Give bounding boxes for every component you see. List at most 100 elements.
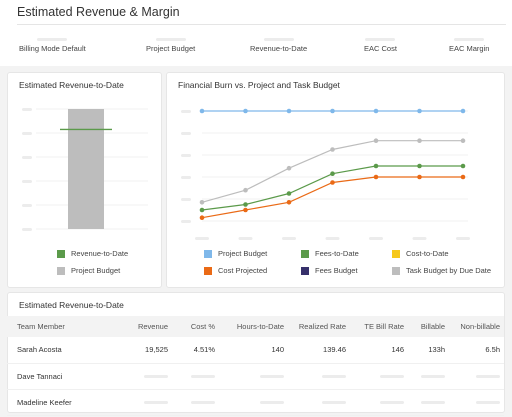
cell-placeholder: [219, 389, 288, 416]
value-placeholder: [476, 401, 500, 405]
value-placeholder: [144, 401, 168, 405]
point-project-budget: [330, 108, 335, 114]
y-tick-placeholder: [181, 110, 191, 113]
column-header-non-billable[interactable]: Non-billable: [449, 316, 504, 337]
revenue-card: Estimated Revenue-to-Date Revenue-to-Dat…: [7, 72, 162, 288]
point-cost-projected: [243, 207, 248, 213]
team-member-name: Sarah Acosta: [7, 337, 122, 364]
legend-label: Revenue-to-Date: [71, 249, 129, 258]
cell-billable: 133h: [408, 337, 449, 364]
x-tick-placeholder: [412, 237, 427, 240]
value-placeholder: [144, 375, 168, 379]
legend-label: Fees-to-Date: [315, 249, 359, 258]
point-cost-projected: [199, 215, 205, 220]
point-fees-to-date: [460, 163, 466, 169]
point-task-budget-by-due-date: [417, 138, 422, 143]
x-tick-placeholder: [456, 237, 470, 240]
x-tick-placeholder: [195, 237, 209, 240]
metric-eac-margin: EAC Margin: [449, 38, 489, 53]
value-placeholder: [476, 375, 500, 379]
point-task-budget-by-due-date: [199, 200, 205, 205]
y-tick-placeholder: [22, 204, 32, 207]
revenue-card-title: Estimated Revenue-to-Date: [19, 80, 124, 90]
cell-te-bill-rate: 146: [350, 337, 408, 364]
metric-label: EAC Cost: [364, 44, 397, 53]
legend-label: Project Budget: [218, 249, 268, 258]
point-project-budget: [286, 108, 292, 114]
metric-project-budget: Project Budget: [146, 38, 195, 53]
point-project-budget: [243, 108, 248, 114]
cell-placeholder: [122, 389, 172, 416]
value-placeholder: [191, 401, 215, 405]
point-fees-to-date: [243, 202, 248, 207]
metric-eac-cost: EAC Cost: [364, 38, 397, 53]
y-tick-placeholder: [181, 198, 191, 201]
revenue-bar-chart: [22, 108, 148, 231]
point-fees-to-date: [417, 163, 422, 169]
table-row[interactable]: Madeline Keefer: [7, 389, 504, 416]
page-header: Estimated Revenue & Margin: [0, 0, 512, 28]
table-row[interactable]: Sarah Acosta 19,525 4.51% 140 139.46 146…: [7, 337, 504, 364]
legend-swatch: [204, 266, 212, 275]
point-fees-to-date: [199, 207, 205, 213]
cell-hours-to-date: 140: [219, 337, 288, 364]
legend-swatch: [204, 249, 212, 258]
cell-non-billable: 6.5h: [449, 337, 504, 364]
point-cost-projected: [460, 174, 466, 180]
point-cost-projected: [286, 200, 292, 205]
metric-value-placeholder: [263, 38, 294, 41]
burn-card: Financial Burn vs. Project and Task Budg…: [166, 72, 505, 288]
metric-value-placeholder: [155, 38, 186, 41]
y-tick-placeholder: [22, 228, 32, 231]
value-placeholder: [380, 401, 404, 405]
column-header-realized-rate[interactable]: Realized Rate: [288, 316, 350, 337]
cell-placeholder: [449, 363, 504, 390]
column-header-revenue[interactable]: Revenue: [122, 316, 172, 337]
legend-fees-budget: Fees Budget: [301, 266, 358, 275]
table-row[interactable]: Dave Tannaci: [7, 363, 504, 390]
legend-cost-projected: Cost Projected: [204, 266, 267, 275]
column-header-team-member[interactable]: Team Member: [7, 316, 122, 337]
legend-fees-to-date: Fees-to-Date: [301, 249, 359, 258]
value-placeholder: [322, 375, 346, 379]
legend-swatch: [301, 249, 309, 258]
value-placeholder: [191, 375, 215, 379]
team-member-name: Madeline Keefer: [7, 389, 122, 416]
legend-label: Project Budget: [71, 266, 121, 275]
cell-placeholder: [449, 389, 504, 416]
team-member-name: Dave Tannaci: [7, 363, 122, 390]
point-fees-to-date: [286, 191, 292, 196]
header-divider: [17, 24, 506, 25]
legend-swatch: [392, 266, 400, 275]
y-tick-placeholder: [22, 156, 32, 159]
point-project-budget: [373, 108, 379, 114]
legend-project-budget: Project Budget: [204, 249, 267, 258]
burn-line-chart: [181, 108, 470, 240]
burn-card-title: Financial Burn vs. Project and Task Budg…: [178, 80, 340, 90]
cell-placeholder: [408, 363, 449, 390]
x-tick-placeholder: [238, 237, 253, 240]
point-task-budget-by-due-date: [286, 165, 292, 171]
table-header-row: Team Member Revenue Cost % Hours-to-Date…: [7, 316, 504, 337]
page-title: Estimated Revenue & Margin: [17, 5, 180, 19]
cell-placeholder: [408, 389, 449, 416]
y-tick-placeholder: [22, 108, 32, 111]
legend-swatch: [57, 266, 65, 275]
legend-swatch: [301, 266, 309, 275]
legend-cost-to-date: Cost-to-Date: [392, 249, 449, 258]
metrics-strip: Billing Mode Default Project Budget Reve…: [0, 28, 512, 66]
legend-label: Cost-to-Date: [406, 249, 449, 258]
metric-revenue-to-date: Revenue-to-Date: [250, 38, 307, 53]
column-header-te-bill-rate[interactable]: TE Bill Rate: [350, 316, 408, 337]
cell-placeholder: [172, 389, 219, 416]
column-header-cost-percent[interactable]: Cost %: [172, 316, 219, 337]
value-placeholder: [380, 375, 404, 379]
legend-project-budget: Project Budget: [57, 266, 120, 275]
point-fees-to-date: [330, 171, 335, 176]
column-header-billable[interactable]: Billable: [408, 316, 449, 337]
point-task-budget-by-due-date: [330, 147, 335, 152]
y-tick-placeholder: [181, 154, 191, 157]
y-tick-placeholder: [181, 220, 191, 223]
cell-placeholder: [350, 389, 408, 416]
column-header-hours-to-date[interactable]: Hours-to-Date: [219, 316, 288, 337]
